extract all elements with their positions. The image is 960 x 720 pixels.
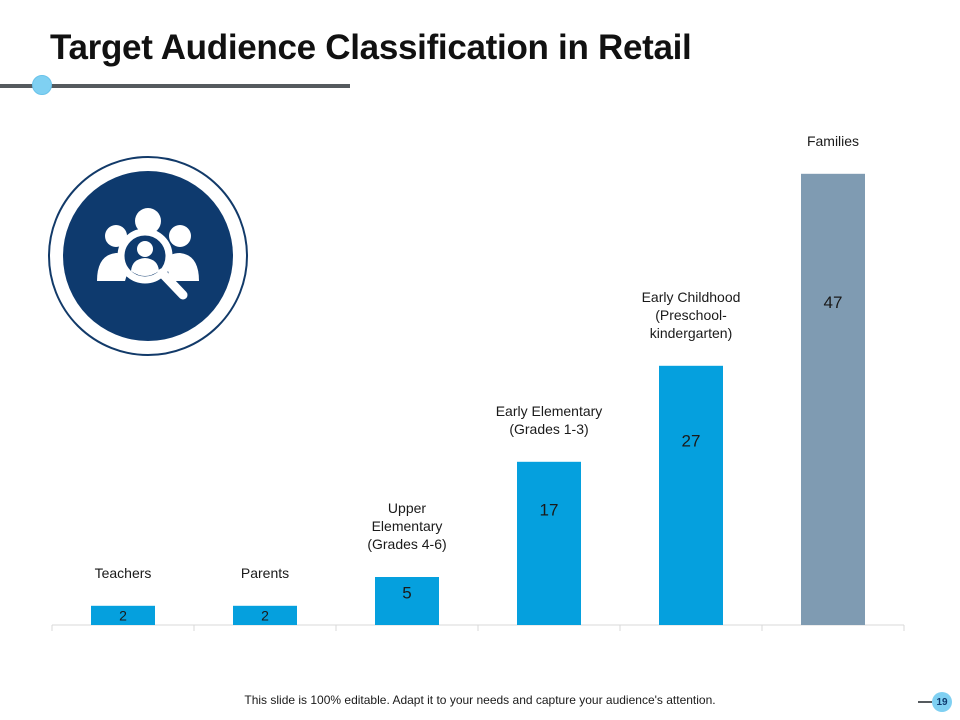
audience-badge	[48, 156, 248, 356]
bar-value-label: 27	[682, 431, 701, 450]
category-label: Families	[807, 133, 859, 149]
bar	[517, 461, 581, 625]
bar-value-label: 2	[261, 607, 269, 623]
bar	[375, 577, 439, 625]
title-accent-dot	[32, 75, 52, 95]
slide-title: Target Audience Classification in Retail	[50, 28, 692, 67]
category-label: Early Childhood (Preschool-kindergarten)	[642, 289, 741, 341]
footer-note: This slide is 100% editable. Adapt it to…	[244, 693, 716, 707]
category-label: Upper Elementary (Grades 4-6)	[367, 500, 446, 552]
bar-value-label: 47	[824, 293, 843, 312]
page-number: 19	[932, 692, 952, 712]
bar	[659, 365, 723, 625]
bar-value-label: 5	[402, 583, 411, 602]
bar	[233, 605, 297, 625]
bar-value-label: 2	[119, 607, 127, 623]
bar-value-label: 17	[540, 500, 559, 519]
bar	[91, 605, 155, 625]
title-underline	[0, 84, 350, 88]
bar	[801, 173, 865, 626]
audience-search-icon	[97, 208, 199, 300]
category-label: Early Elementary (Grades 1-3)	[496, 403, 603, 437]
category-label: Parents	[241, 565, 289, 581]
category-label: Teachers	[95, 565, 152, 581]
audience-badge-fill	[63, 171, 233, 341]
page-number-rule	[918, 701, 932, 703]
